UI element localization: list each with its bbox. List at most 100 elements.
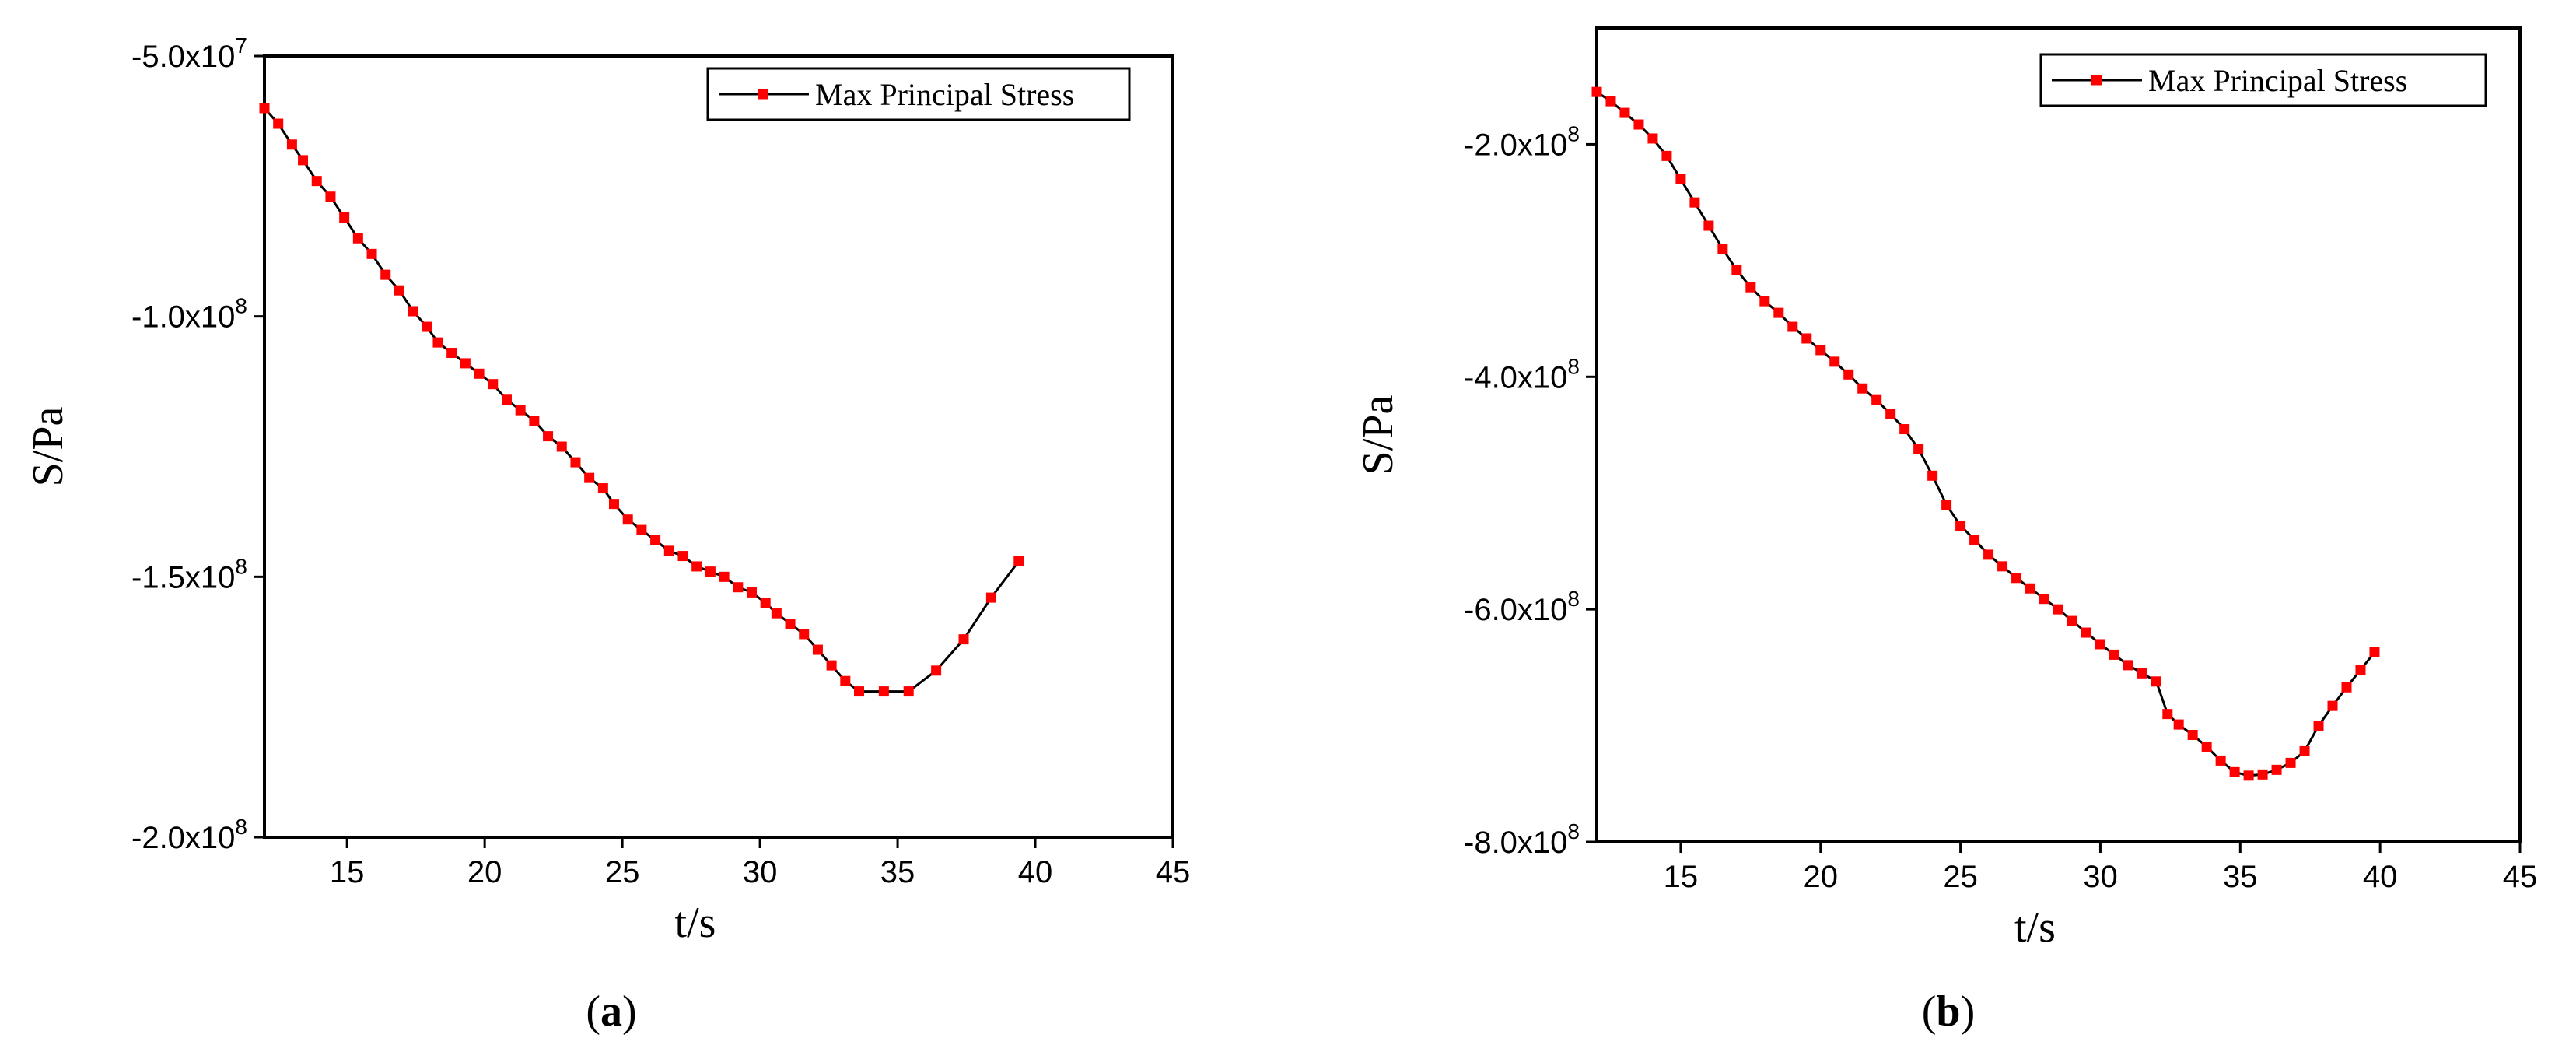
data-point	[2053, 604, 2063, 615]
data-point	[474, 368, 485, 379]
y-tick-exponent: 7	[235, 33, 247, 58]
data-point	[2025, 583, 2036, 594]
data-point	[1633, 119, 1644, 130]
x-tick-label: 45	[2503, 860, 2538, 894]
y-tick-label: -1.5x108	[131, 554, 247, 594]
data-point	[2137, 668, 2147, 679]
data-point	[1997, 561, 2008, 572]
panel-label-paren: )	[1961, 987, 1976, 1036]
data-point	[771, 608, 782, 619]
data-point	[2095, 639, 2105, 650]
data-point	[1941, 500, 1952, 510]
data-point	[785, 619, 796, 629]
data-point	[1829, 356, 1840, 367]
data-point	[1703, 220, 1714, 231]
data-point	[570, 457, 581, 468]
panel-label-paren: )	[622, 987, 637, 1036]
data-point	[663, 545, 674, 556]
panel-label-letter: a	[600, 987, 622, 1036]
data-point	[1605, 96, 1616, 107]
data-point	[2313, 721, 2324, 731]
y-tick-exponent: 8	[1567, 819, 1580, 843]
data-point	[931, 665, 942, 676]
data-point	[597, 483, 608, 494]
data-point	[705, 566, 716, 577]
data-point	[515, 405, 526, 416]
data-point	[854, 686, 865, 697]
data-point	[2162, 709, 2173, 720]
x-tick-label: 35	[2223, 860, 2258, 894]
y-tick-mantissa: -2.0x10	[131, 821, 235, 855]
data-point	[622, 514, 633, 525]
data-point	[2243, 770, 2254, 781]
y-tick-label: -1.0x108	[131, 294, 247, 335]
data-point	[958, 634, 969, 645]
data-point	[1717, 244, 1728, 254]
chart-panel-b: 15 20 25 30 35 40 45-2.0x108-4.0x108-6.0x108-8…	[1354, 26, 2538, 1036]
chart-panel-a: 15 20 25 30 35 40 45-5.0x107-1.0x108-1.5x108-2…	[24, 33, 1190, 1036]
data-point	[903, 686, 914, 697]
data-point	[1731, 265, 1742, 275]
data-point	[352, 233, 363, 244]
data-point	[812, 644, 823, 655]
data-point	[1801, 333, 1812, 344]
data-point	[422, 321, 432, 332]
data-point	[1969, 534, 1980, 545]
data-point	[529, 416, 540, 426]
data-point	[2369, 647, 2380, 657]
legend-label: Max Principal Stress	[815, 77, 1074, 112]
panel-label: (a)	[586, 987, 636, 1036]
data-point	[556, 441, 567, 452]
data-point	[1927, 470, 1938, 481]
y-tick-exponent: 8	[1567, 121, 1580, 146]
y-tick-exponent: 8	[235, 294, 247, 318]
data-point	[2257, 769, 2268, 780]
data-point	[2067, 615, 2077, 626]
data-point	[1787, 321, 1798, 332]
y-tick-label: -2.0x108	[131, 815, 247, 855]
data-point	[1885, 409, 1896, 419]
data-point	[840, 675, 851, 686]
data-point	[1857, 383, 1868, 394]
data-point	[2299, 745, 2310, 756]
y-tick-exponent: 8	[235, 554, 247, 578]
x-tick-label: 20	[467, 855, 502, 889]
data-point	[2355, 665, 2366, 675]
data-point	[733, 582, 744, 593]
x-tick-label: 20	[1804, 860, 1839, 894]
data-point	[1647, 133, 1658, 144]
y-tick-exponent: 8	[1567, 587, 1580, 611]
panel-label-letter: b	[1936, 987, 1960, 1036]
plot-frame	[263, 54, 1174, 839]
data-point	[691, 561, 702, 572]
data-point	[1661, 150, 1672, 161]
x-tick-label: 30	[2083, 860, 2118, 894]
data-point	[325, 191, 336, 202]
y-tick-mantissa: -2.0x10	[1464, 128, 1567, 162]
data-point	[826, 660, 837, 671]
data-point	[760, 598, 771, 608]
data-point	[432, 337, 443, 348]
data-point	[298, 155, 309, 166]
data-point	[2039, 594, 2050, 605]
data-point	[2341, 682, 2352, 693]
data-point	[488, 379, 499, 390]
legend-marker	[758, 89, 768, 100]
data-point	[1013, 556, 1024, 566]
x-tick-label: 15	[330, 855, 365, 889]
legend: Max Principal Stress	[706, 67, 1131, 121]
y-axis-title: S/Pa	[1354, 395, 1402, 475]
data-point	[2109, 649, 2119, 660]
data-point	[259, 103, 270, 114]
data-point	[408, 306, 418, 317]
legend: Max Principal Stress	[2039, 53, 2487, 107]
series-line	[263, 107, 1020, 693]
data-point	[650, 535, 661, 545]
y-tick-exponent: 8	[1567, 354, 1580, 378]
data-point	[2151, 676, 2161, 687]
data-point	[1619, 107, 1630, 118]
data-point	[1955, 521, 1966, 531]
x-tick-label: 25	[605, 855, 640, 889]
data-point	[1745, 282, 1756, 293]
data-point	[460, 358, 471, 369]
